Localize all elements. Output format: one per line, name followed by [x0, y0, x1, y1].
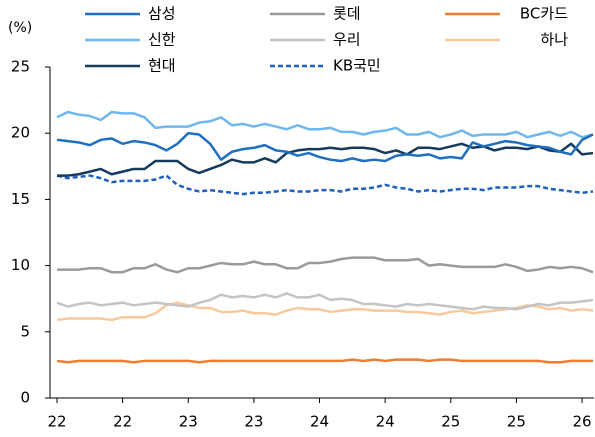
- y-tick-label: 10: [11, 256, 30, 274]
- y-tick-label: 20: [11, 124, 30, 142]
- series-line: [56, 358, 593, 364]
- y-tick-label: 0: [20, 389, 30, 407]
- series-line: [56, 131, 594, 163]
- x-tick-label: 24: [376, 413, 395, 431]
- legend-label: KB국민: [333, 57, 381, 75]
- y-tick-label: 15: [11, 190, 30, 208]
- series-line: [57, 142, 594, 177]
- y-tick-label: 5: [20, 322, 30, 340]
- x-tick-label: 25: [441, 413, 460, 431]
- x-tick-label: 23: [244, 413, 263, 431]
- legend-label: 우리: [333, 31, 361, 49]
- x-tick-label: 26: [573, 413, 592, 431]
- legend-label: 삼성: [148, 5, 176, 23]
- y-tick-label: 25: [11, 58, 30, 76]
- series-line: [56, 292, 594, 311]
- x-tick-label: 22: [47, 413, 66, 431]
- legend-label: 롯데: [333, 5, 361, 23]
- x-tick-label: 23: [179, 413, 198, 431]
- series-line: [57, 256, 594, 274]
- series-line: [56, 301, 594, 322]
- x-tick-label: 22: [113, 413, 132, 431]
- legend-label: 신한: [148, 31, 176, 49]
- y-unit: (%): [8, 20, 32, 36]
- series-line: [56, 110, 594, 139]
- series-line: [56, 174, 594, 196]
- legend-label: 하나: [540, 31, 568, 49]
- legend-label: BC카드: [520, 5, 568, 23]
- legend-label: 현대: [148, 57, 176, 75]
- x-tick-label: 25: [507, 413, 526, 431]
- x-tick-label: 24: [310, 413, 329, 431]
